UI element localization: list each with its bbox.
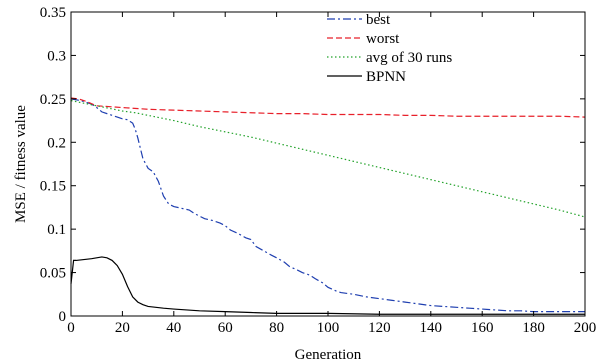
legend-label: BPNN xyxy=(366,69,406,85)
y-tick-label: 0.25 xyxy=(40,92,66,108)
x-tick-label: 0 xyxy=(67,320,75,336)
legend-label: best xyxy=(366,12,391,28)
x-tick-label: 40 xyxy=(166,320,181,336)
series-layer xyxy=(70,97,586,315)
x-tick-label: 160 xyxy=(471,320,494,336)
x-tick-label: 100 xyxy=(317,320,340,336)
ticks-layer: 0 20 40 60 80 100 120 140 160 180 200 0 0.05 0.1 0.15 0… xyxy=(40,5,597,336)
y-tick-label: 0.05 xyxy=(40,266,66,282)
x-tick-label: 60 xyxy=(218,320,233,336)
y-tick-label: 0.2 xyxy=(47,135,66,151)
x-tick-label: 200 xyxy=(574,320,597,336)
y-tick-label: 0.3 xyxy=(47,48,66,64)
series-line-best xyxy=(70,98,585,313)
y-axis-title: MSE / fitness value xyxy=(13,105,29,223)
legend-label: avg of 30 runs xyxy=(366,50,452,66)
series-line-bpnn xyxy=(70,256,585,315)
y-tick-label: 0 xyxy=(59,309,67,325)
x-axis-title: Generation xyxy=(295,347,362,363)
y-tick-label: 0.1 xyxy=(47,222,66,238)
series-line-worst xyxy=(70,97,586,118)
legend: best worst avg of 30 runs BPNN xyxy=(327,12,452,85)
y-tick-label: 0.15 xyxy=(40,179,66,195)
series-line-avg-of-30-runs xyxy=(70,100,586,218)
y-tick-label: 0.35 xyxy=(40,5,66,21)
x-tick-label: 180 xyxy=(522,320,545,336)
x-tick-label: 120 xyxy=(368,320,391,336)
x-tick-label: 20 xyxy=(115,320,130,336)
x-tick-label: 80 xyxy=(269,320,284,336)
legend-label: worst xyxy=(366,31,400,47)
x-tick-label: 140 xyxy=(420,320,443,336)
